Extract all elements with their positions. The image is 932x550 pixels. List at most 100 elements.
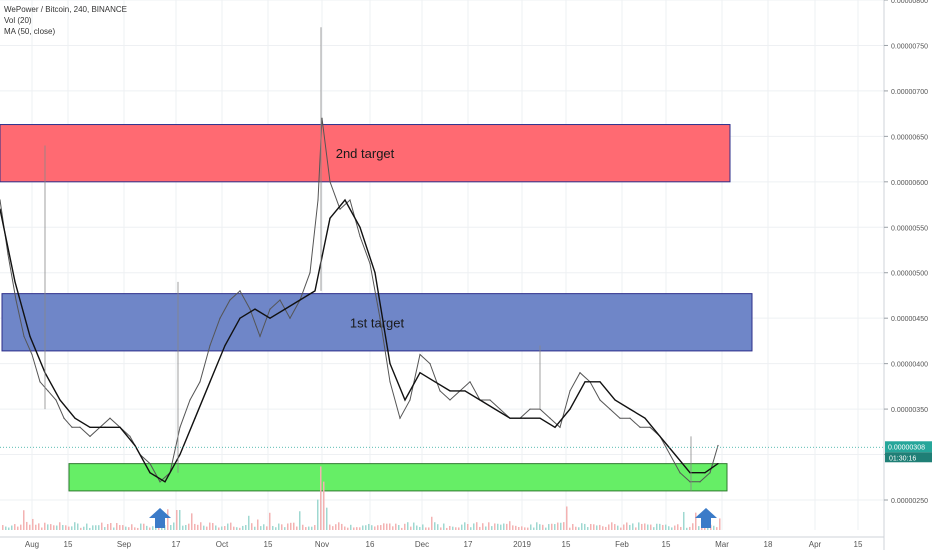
chart-series (0, 27, 884, 491)
ma-point (239, 317, 241, 319)
volume-bar (653, 527, 655, 530)
volume-bar (458, 527, 460, 530)
price-point (649, 426, 651, 428)
volume-bar (335, 524, 337, 530)
volume-bar (383, 523, 385, 530)
price-axis[interactable]: 0.00000800 0.00000750 0.00000700 0.00000650… (883, 0, 928, 550)
price-point (55, 399, 57, 401)
ma-point (539, 417, 541, 419)
volume-bar (215, 525, 217, 530)
volume-bar (578, 527, 580, 530)
time-axis-label: Nov (315, 540, 329, 549)
price-axis-label: 0.00000250 (891, 498, 928, 505)
price-point (209, 344, 211, 347)
volume-bar (359, 527, 361, 530)
volume-bar (2, 525, 4, 530)
volume-bar (128, 527, 130, 530)
volume-bar (47, 524, 49, 530)
volume-bar (644, 523, 646, 530)
volume-bar (416, 525, 418, 530)
price-point (369, 263, 371, 265)
legend-volume[interactable]: Vol (20) (4, 16, 32, 25)
price-point (159, 481, 161, 483)
volume-bar (200, 522, 202, 530)
price-line (0, 118, 719, 483)
volume-bar (398, 525, 400, 530)
volume-bar (290, 522, 292, 530)
time-axis-label: Oct (216, 540, 229, 549)
legend-ma[interactable]: MA (50, close) (4, 27, 56, 36)
price-point (419, 353, 421, 356)
volume-bar (584, 523, 586, 530)
price-point (321, 117, 323, 119)
volume-bar (242, 525, 244, 530)
volume-bar (302, 524, 304, 530)
price-point (689, 481, 691, 483)
arrow-up-sep-icon (149, 508, 171, 528)
price-point (489, 399, 491, 401)
volume-bar (572, 524, 574, 530)
volume-bar (83, 526, 85, 530)
volume-bar (695, 512, 697, 530)
ma-point (464, 390, 466, 392)
volume-bar (92, 525, 94, 530)
ma-point (14, 281, 16, 283)
volume-bar (488, 522, 490, 530)
volume-bar (269, 512, 271, 530)
legend-title[interactable]: WePower / Bitcoin, 240, BINANCE (4, 5, 128, 14)
price-point (709, 472, 711, 474)
ma-point (0, 208, 1, 210)
volume-bar (140, 523, 142, 530)
volume-bar (74, 522, 76, 530)
volume-bar (638, 522, 640, 530)
volume-bar (278, 523, 280, 530)
volume-bar (461, 524, 463, 530)
volume-bar (89, 527, 91, 530)
volume-bar (137, 527, 139, 530)
volume-bar (473, 523, 475, 530)
ma-point (449, 390, 451, 392)
volume-bar (149, 527, 151, 530)
price-axis-label: 0.00000450 (891, 316, 928, 323)
price-axis-label: 0.00000700 (891, 89, 928, 96)
volume-bar (674, 525, 676, 530)
volume-bar (23, 510, 25, 530)
volume-bar (5, 526, 7, 530)
volume-bar (530, 524, 532, 530)
time-axis[interactable]: Aug 15 Sep 17 Oct 15 Nov 16 Dec 17 2019 15 Feb 15 Mar 1… (0, 536, 884, 549)
price-point (317, 199, 319, 201)
volume-bar (14, 524, 16, 530)
volume-bar (173, 522, 175, 530)
price-point (717, 444, 719, 447)
volume-bar (560, 522, 562, 530)
volume-bar (230, 522, 232, 530)
volume-bar (542, 524, 544, 530)
volume-bar (119, 525, 121, 530)
volume-bar (254, 526, 256, 530)
volume-bar (314, 525, 316, 530)
volume-bar (107, 524, 109, 530)
volume-bar (194, 523, 196, 530)
volume-bar (197, 524, 199, 530)
volume-bar (44, 522, 46, 530)
volume-bar (179, 510, 181, 530)
price-point (619, 417, 621, 419)
volume-bar (617, 525, 619, 530)
volume-bar (554, 524, 556, 530)
volume-bar (719, 518, 721, 530)
volume-bar (716, 527, 718, 530)
volume-bar (551, 523, 553, 530)
volume-bar (221, 526, 223, 530)
volume-bar (404, 523, 406, 530)
ma-point (59, 399, 61, 401)
volume-bar (125, 526, 127, 530)
volume-bar (185, 524, 187, 530)
price-point (469, 381, 471, 383)
price-point (149, 463, 151, 465)
volume-bar (380, 525, 382, 530)
volume-bar (218, 527, 220, 530)
time-axis-label: Dec (415, 540, 429, 549)
volume-bar (191, 513, 193, 530)
volume-bar (248, 515, 250, 530)
